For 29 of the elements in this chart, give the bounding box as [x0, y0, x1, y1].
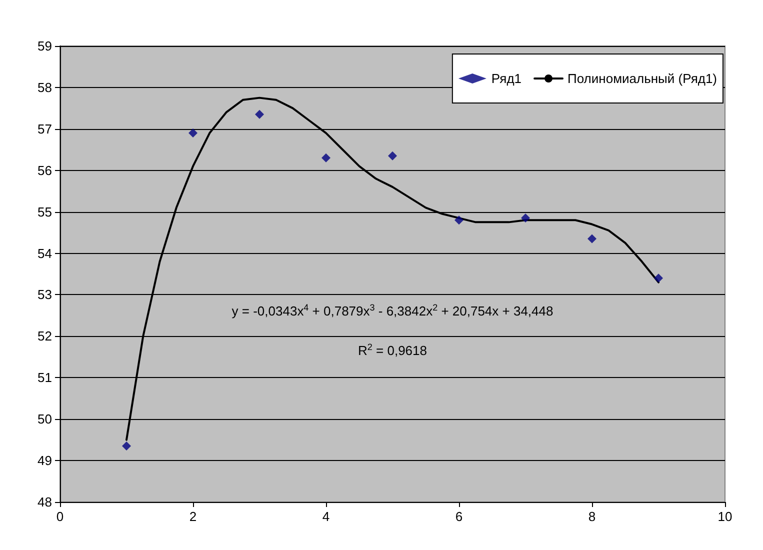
- x-tick-label: 2: [189, 509, 197, 524]
- y-tick-label: 54: [38, 246, 52, 261]
- point: [454, 216, 464, 225]
- y-tick-label: 59: [38, 38, 52, 54]
- y-tick-label: 55: [38, 204, 52, 220]
- x-tick-label: 10: [718, 509, 732, 524]
- x-tick-label: 8: [588, 509, 596, 524]
- legend-label: Ряд1: [491, 71, 522, 86]
- point: [188, 128, 198, 138]
- x-tick-label: 0: [56, 509, 64, 524]
- y-tick-label: 48: [38, 494, 52, 510]
- point: [654, 274, 663, 283]
- y-tick-label: 56: [38, 162, 52, 178]
- y-tick-label: 50: [38, 412, 52, 427]
- y-tick-label: 52: [38, 328, 52, 344]
- legend-label: Полиномиальный (Ряд1): [568, 71, 718, 86]
- point: [122, 442, 131, 451]
- x-tick-label: 4: [322, 509, 330, 524]
- y-tick-label: 58: [38, 80, 52, 95]
- point: [255, 110, 264, 119]
- y-tick-label: 53: [38, 287, 52, 302]
- point: [388, 151, 397, 160]
- y-tick-label: 57: [38, 121, 52, 136]
- y-tick-label: 51: [38, 370, 52, 386]
- point: [322, 153, 330, 162]
- y-tick-label: 49: [38, 453, 52, 468]
- point: [588, 234, 596, 244]
- point: [521, 214, 530, 223]
- x-tick-label: 6: [455, 509, 463, 524]
